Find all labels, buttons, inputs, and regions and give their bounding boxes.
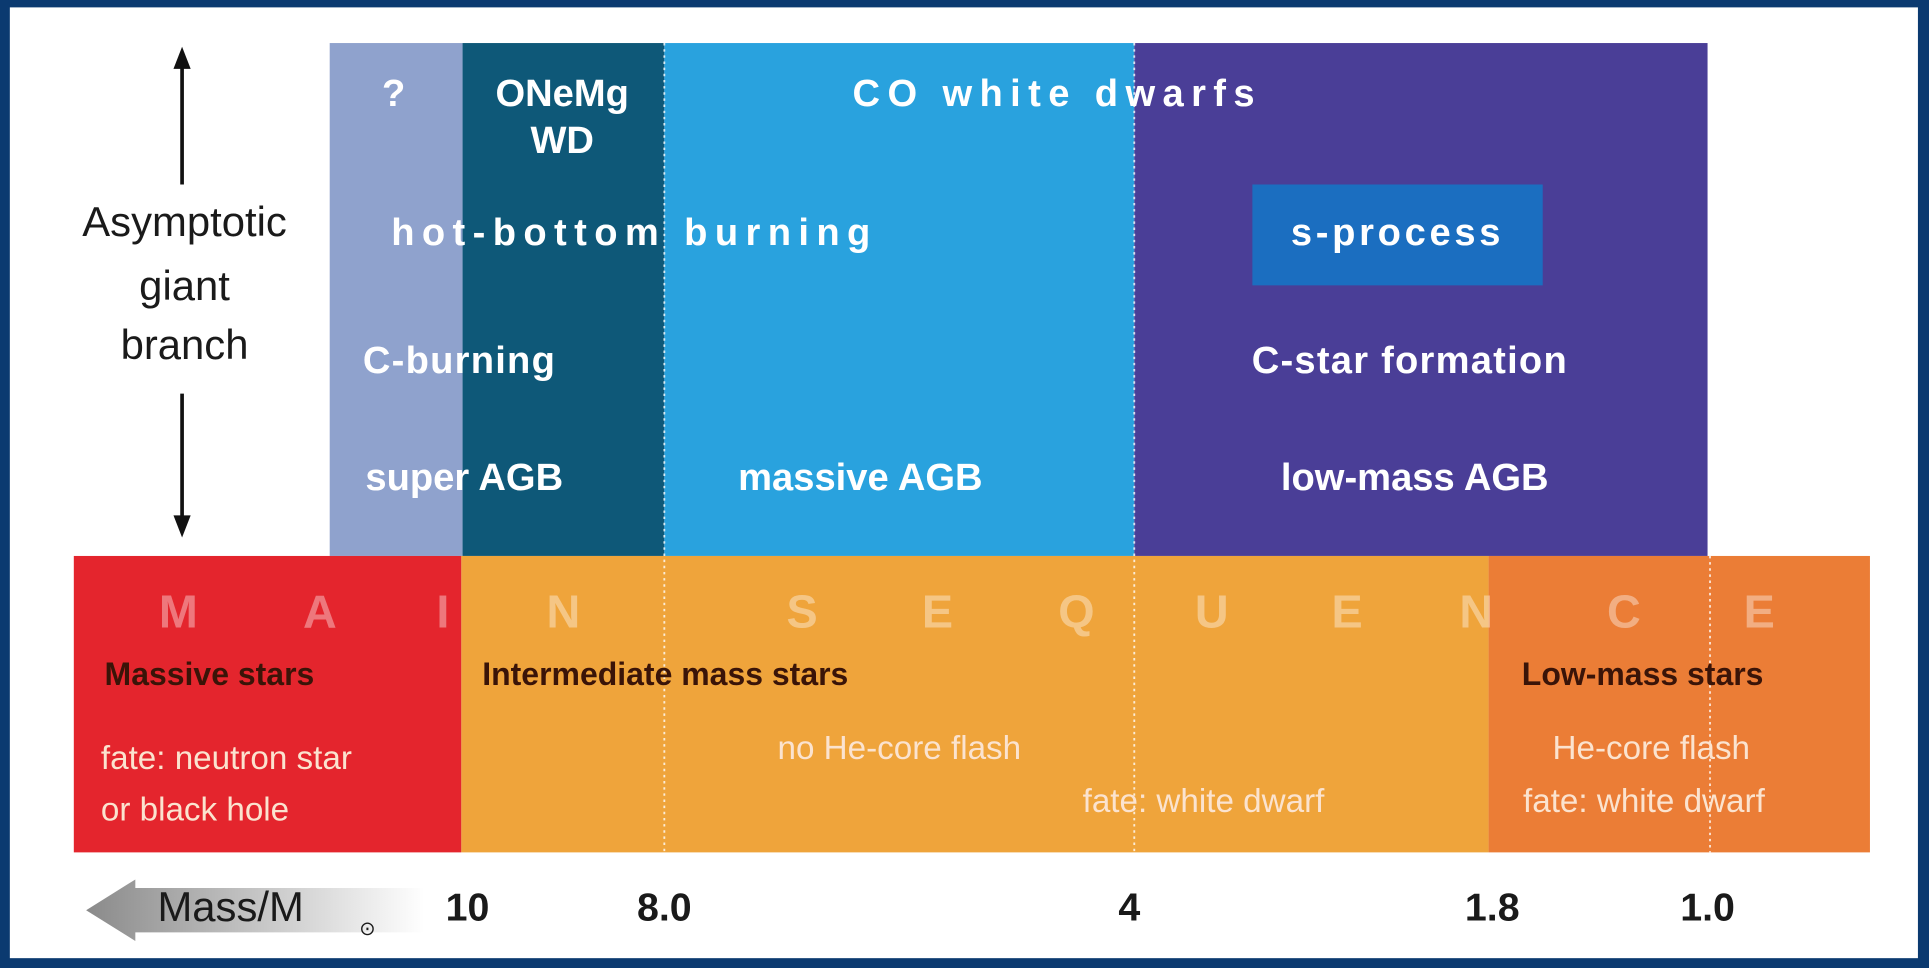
label: hot-bottom burning xyxy=(391,211,878,254)
note: or black hole xyxy=(101,792,289,829)
tick-label: 10 xyxy=(446,886,490,930)
group-title: Intermediate mass stars xyxy=(482,656,848,692)
label: massive AGB xyxy=(738,456,982,499)
label: CO white dwarfs xyxy=(853,72,1262,115)
letter: C xyxy=(1607,585,1641,637)
s-process-box xyxy=(1252,184,1543,286)
letter: E xyxy=(922,585,953,637)
letter: E xyxy=(1332,585,1363,637)
side-label: branch xyxy=(121,321,249,368)
arrow-head xyxy=(173,515,191,538)
label: low-mass AGB xyxy=(1281,456,1549,499)
side-label: Asymptotic xyxy=(82,198,287,245)
side-label: giant xyxy=(139,262,230,309)
note: fate: white dwarf xyxy=(1083,783,1326,820)
label: ONeMg xyxy=(495,72,628,115)
block-massive-agb xyxy=(664,43,1135,556)
label: ? xyxy=(382,72,405,115)
axis-label: Mass/M xyxy=(157,883,303,930)
letter: A xyxy=(303,585,337,637)
block-low-mass-agb xyxy=(1134,43,1708,556)
label: s-process xyxy=(1291,211,1504,254)
tick-label: 1.8 xyxy=(1465,886,1520,930)
note: He-core flash xyxy=(1553,730,1750,767)
band-massive xyxy=(73,555,462,853)
note: fate: white dwarf xyxy=(1523,783,1766,820)
label: C-burning xyxy=(363,339,556,382)
letter: S xyxy=(787,585,818,637)
note: no He-core flash xyxy=(778,730,1022,767)
letter: N xyxy=(547,585,581,637)
block-unknown xyxy=(329,43,463,556)
letter: M xyxy=(159,585,198,637)
arrow-head xyxy=(173,46,191,69)
axis-ticks: 10 8.0 4 1.8 1.0 xyxy=(446,886,1735,930)
band-intermediate xyxy=(461,555,1489,853)
sun-symbol: ⊙ xyxy=(359,918,375,940)
letter: E xyxy=(1744,585,1775,637)
label: super AGB xyxy=(365,456,563,499)
tick-label: 1.0 xyxy=(1680,886,1735,930)
group-title: Low-mass stars xyxy=(1522,656,1764,692)
letter: U xyxy=(1195,585,1229,637)
label: WD xyxy=(530,119,594,162)
letter: I xyxy=(436,585,449,637)
block-onemg xyxy=(462,43,665,556)
mass-arrow xyxy=(86,879,425,941)
tick-label: 4 xyxy=(1118,886,1140,930)
group-title: Massive stars xyxy=(105,656,315,692)
letter: N xyxy=(1459,585,1493,637)
band-low xyxy=(1488,555,1870,853)
label: C-star formation xyxy=(1252,339,1568,382)
note: fate: neutron star xyxy=(101,740,352,777)
tick-label: 8.0 xyxy=(637,886,692,930)
letter: Q xyxy=(1058,585,1094,637)
